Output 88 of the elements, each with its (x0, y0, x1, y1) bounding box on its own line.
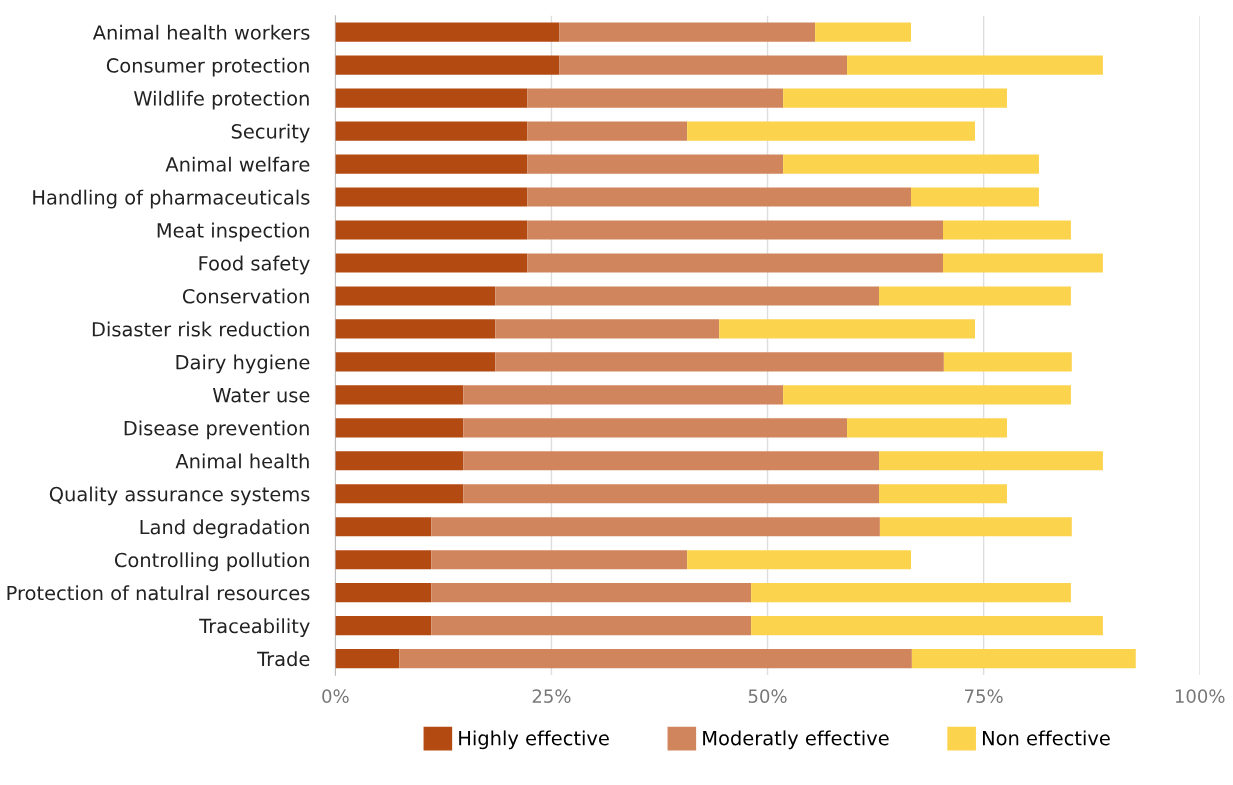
bar (719, 319, 975, 339)
x-tick-label: 100% (1175, 689, 1225, 703)
legend-label: Non effective (982, 730, 1110, 746)
bar (495, 286, 880, 306)
bar (879, 484, 1007, 504)
y-tick-label: Consumer protection (106, 57, 309, 77)
y-tick-label: Animal welfare (165, 156, 310, 172)
bar (783, 88, 1007, 108)
bar (943, 220, 1071, 240)
y-tick-label: Land degradation (140, 519, 309, 539)
bar (815, 22, 912, 42)
y-tick-label: Water use (212, 388, 310, 403)
bar (431, 616, 752, 636)
bar (527, 220, 943, 240)
x-tick-label: 75% (965, 689, 1003, 703)
y-tick-label: Dairy hygiene (176, 354, 310, 374)
bar (335, 154, 528, 174)
bar (335, 484, 464, 504)
bar (495, 352, 944, 372)
bar (431, 583, 752, 603)
y-tick-label: Traceability (199, 618, 310, 638)
bar (463, 418, 848, 438)
bar (847, 418, 1007, 438)
bar (399, 649, 912, 669)
bar (527, 121, 688, 141)
bar (335, 55, 560, 75)
y-tick-label: Quality assurance systems (49, 486, 310, 506)
bar (879, 517, 1072, 537)
bar (335, 385, 464, 405)
y-tick-label: Trade (257, 651, 310, 667)
bar (495, 319, 720, 339)
bar (335, 319, 496, 339)
y-tick-label: Protection of natulral resources (7, 585, 310, 601)
y-tick-label: Wildlife protection (133, 90, 309, 110)
y-tick-label: Animal health workers (92, 24, 310, 40)
y-tick-label: Security (231, 123, 310, 143)
bar (335, 22, 560, 42)
bar (527, 88, 784, 108)
bar (943, 253, 1103, 273)
bar (879, 451, 1103, 471)
bar (335, 352, 496, 372)
y-tick-label: Disease prevention (124, 420, 309, 440)
bar (751, 616, 1103, 636)
bar (527, 154, 784, 174)
bar (463, 385, 784, 405)
y-tick-label: Disaster risk reduction (92, 321, 309, 337)
bar (431, 517, 880, 537)
legend-label: Highly effective (459, 730, 609, 750)
bar (463, 484, 880, 504)
bar (335, 616, 432, 636)
y-tick-label: Conservation (182, 288, 309, 304)
bar (335, 517, 432, 537)
bar (335, 286, 496, 306)
bar (335, 451, 464, 471)
bar (335, 220, 528, 240)
bar (943, 352, 1072, 372)
bar (335, 121, 528, 141)
y-tick-label: Meat inspection (157, 222, 309, 242)
bar (783, 385, 1071, 405)
y-tick-label: Food safety (199, 255, 310, 275)
bar (687, 121, 975, 141)
bar (911, 649, 1136, 669)
bar (911, 187, 1039, 207)
legend-label: Moderatly effective (703, 730, 889, 750)
bar (335, 583, 432, 603)
bar (687, 550, 912, 570)
x-tick-label: 50% (748, 689, 787, 703)
bar (431, 550, 688, 570)
bar (879, 286, 1071, 306)
bar (335, 649, 400, 669)
bar (751, 583, 1071, 603)
y-tick-label: Animal health (175, 453, 309, 469)
bar (335, 418, 464, 438)
bar (527, 253, 943, 273)
bar (335, 187, 528, 207)
bar (335, 88, 528, 108)
bar (527, 187, 912, 207)
bar (559, 55, 848, 75)
y-tick-label: Handling of pharmaceuticals (33, 189, 310, 209)
bar (463, 451, 880, 471)
y-tick-label: Controlling pollution (114, 552, 309, 572)
bar (335, 253, 528, 273)
bar (335, 550, 432, 570)
bar (783, 154, 1039, 174)
x-tick-label: 0% (322, 689, 349, 703)
bar (847, 55, 1103, 75)
bar (559, 22, 816, 42)
x-tick-label: 25% (532, 689, 571, 703)
